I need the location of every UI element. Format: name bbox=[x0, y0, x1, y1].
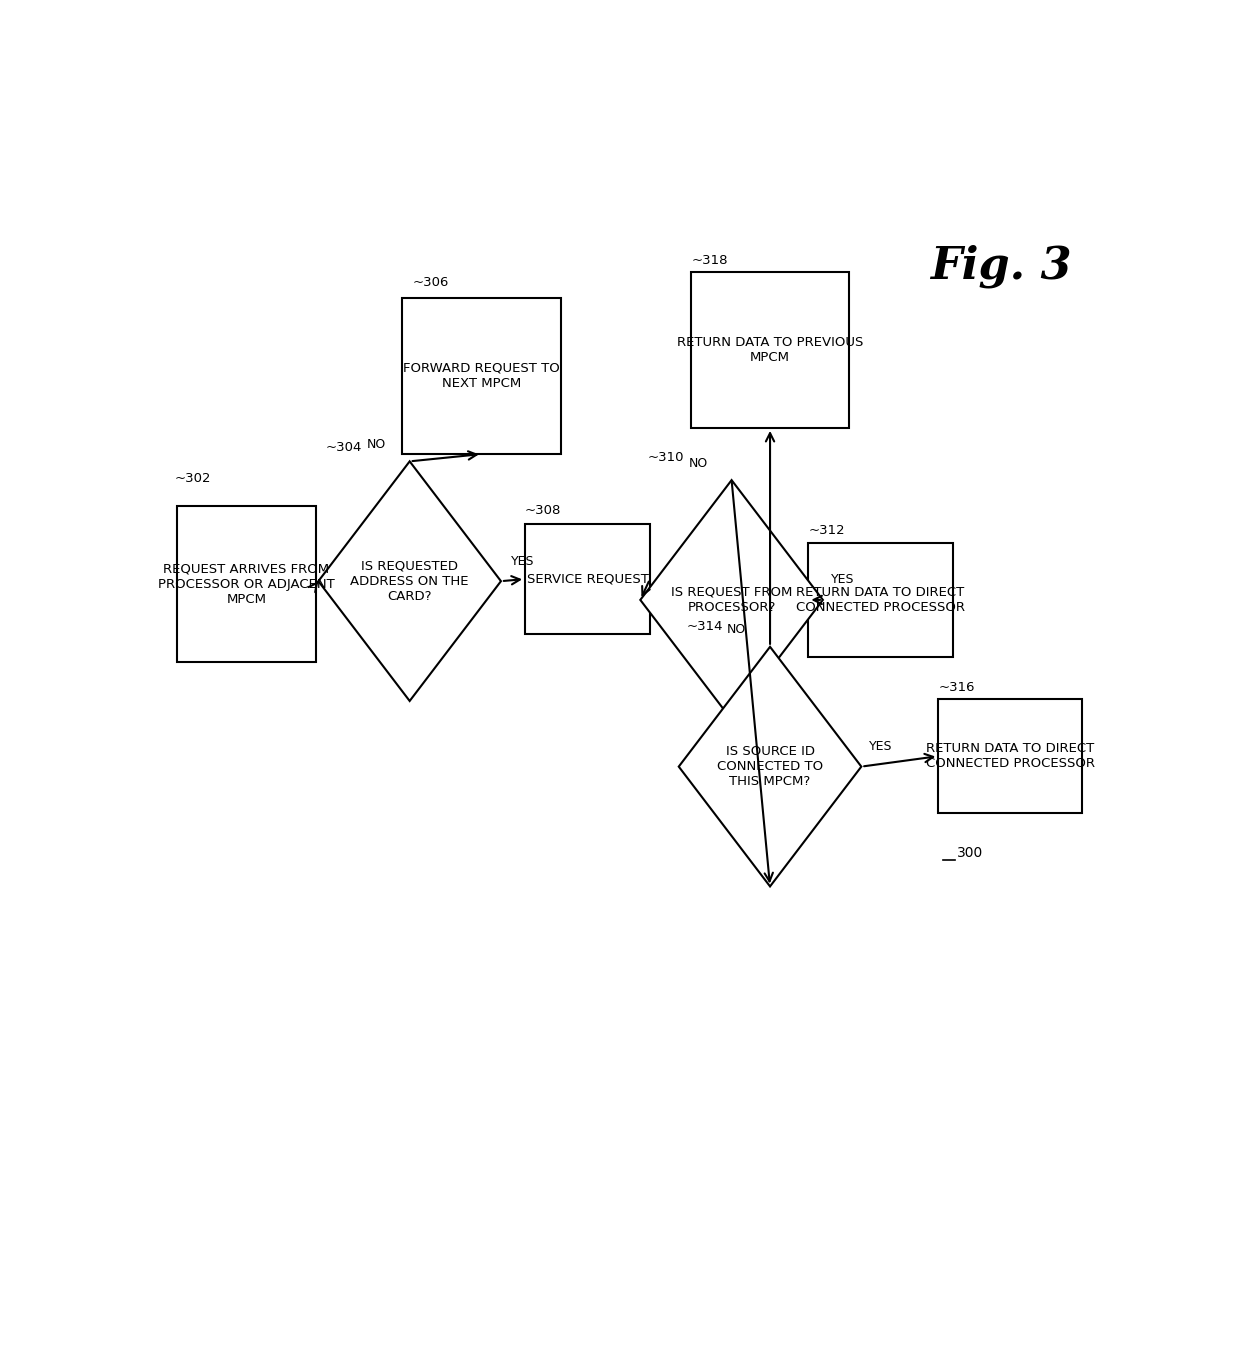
Text: ~316: ~316 bbox=[939, 681, 975, 694]
Text: SERVICE REQUEST: SERVICE REQUEST bbox=[527, 572, 649, 586]
Text: ~314: ~314 bbox=[687, 620, 723, 633]
Text: ~312: ~312 bbox=[808, 525, 846, 537]
Text: NO: NO bbox=[727, 624, 746, 636]
Text: RETURN DATA TO DIRECT
CONNECTED PROCESSOR: RETURN DATA TO DIRECT CONNECTED PROCESSO… bbox=[926, 743, 1095, 770]
Text: ~304: ~304 bbox=[326, 441, 362, 455]
Text: ~302: ~302 bbox=[174, 472, 211, 486]
FancyBboxPatch shape bbox=[939, 700, 1083, 813]
FancyBboxPatch shape bbox=[808, 543, 952, 658]
FancyBboxPatch shape bbox=[176, 506, 316, 663]
Text: NO: NO bbox=[688, 457, 708, 469]
Text: FORWARD REQUEST TO
NEXT MPCM: FORWARD REQUEST TO NEXT MPCM bbox=[403, 363, 560, 390]
FancyBboxPatch shape bbox=[691, 272, 849, 428]
Text: RETURN DATA TO DIRECT
CONNECTED PROCESSOR: RETURN DATA TO DIRECT CONNECTED PROCESSO… bbox=[796, 586, 965, 614]
FancyBboxPatch shape bbox=[403, 298, 560, 455]
Text: IS SOURCE ID
CONNECTED TO
THIS MPCM?: IS SOURCE ID CONNECTED TO THIS MPCM? bbox=[717, 746, 823, 787]
Text: YES: YES bbox=[511, 555, 534, 568]
FancyBboxPatch shape bbox=[525, 525, 650, 633]
Polygon shape bbox=[319, 461, 501, 701]
Polygon shape bbox=[640, 480, 823, 720]
Text: IS REQUEST FROM
PROCESSOR?: IS REQUEST FROM PROCESSOR? bbox=[671, 586, 792, 614]
Text: Fig. 3: Fig. 3 bbox=[930, 245, 1071, 288]
Text: ~308: ~308 bbox=[525, 503, 562, 517]
Text: ~310: ~310 bbox=[649, 452, 684, 464]
Text: ~306: ~306 bbox=[413, 276, 449, 290]
Text: IS REQUESTED
ADDRESS ON THE
CARD?: IS REQUESTED ADDRESS ON THE CARD? bbox=[351, 560, 469, 602]
Text: YES: YES bbox=[831, 574, 854, 586]
Text: 300: 300 bbox=[957, 847, 983, 861]
Text: NO: NO bbox=[366, 438, 386, 451]
Text: ~318: ~318 bbox=[691, 253, 728, 267]
Text: RETURN DATA TO PREVIOUS
MPCM: RETURN DATA TO PREVIOUS MPCM bbox=[677, 336, 863, 364]
Polygon shape bbox=[678, 647, 862, 886]
Text: YES: YES bbox=[869, 740, 893, 754]
Text: REQUEST ARRIVES FROM
PROCESSOR OR ADJACENT
MPCM: REQUEST ARRIVES FROM PROCESSOR OR ADJACE… bbox=[157, 563, 335, 606]
